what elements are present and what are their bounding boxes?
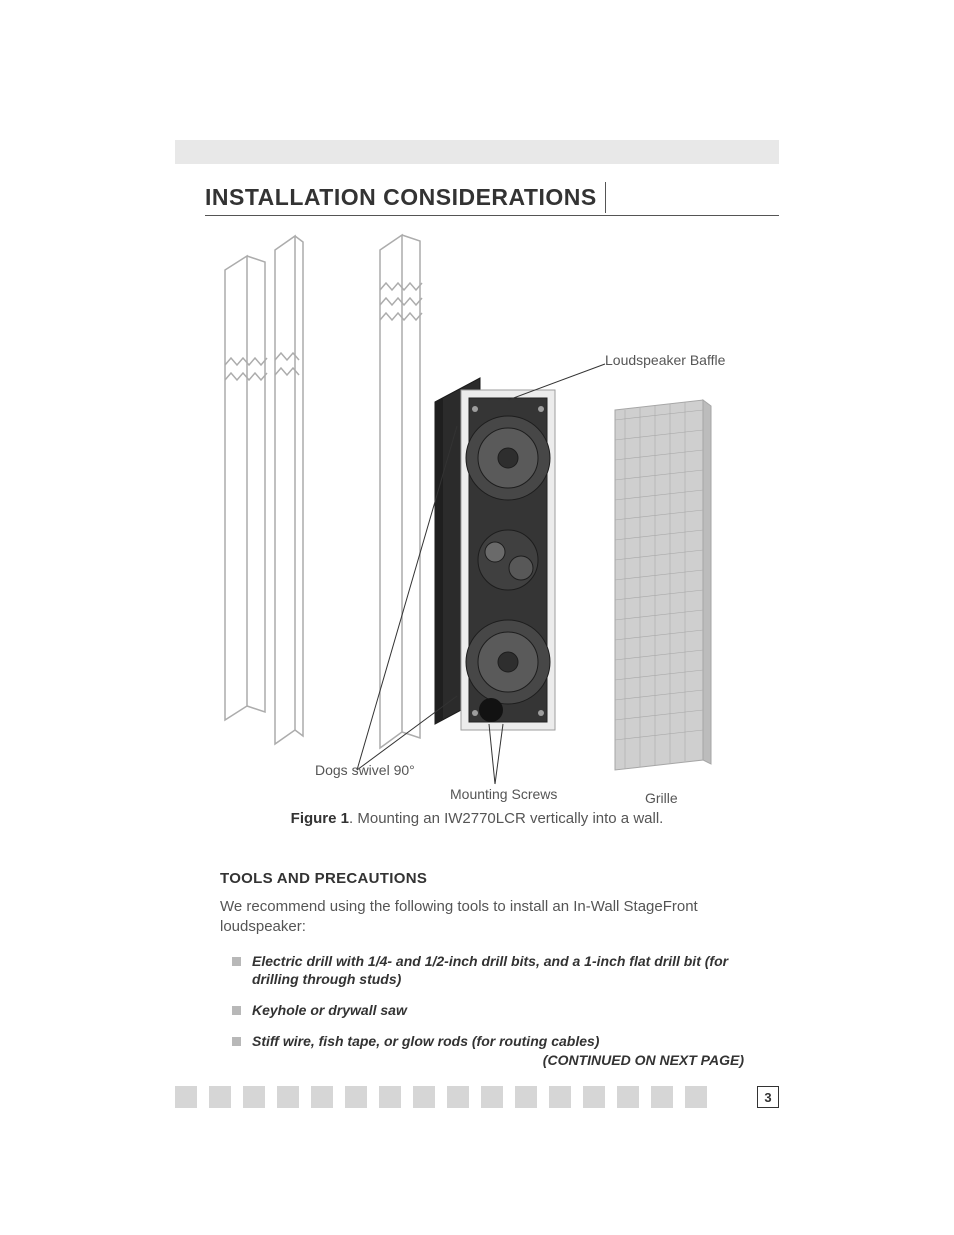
continued-note: (CONTINUED ON NEXT PAGE) xyxy=(543,1052,744,1068)
footer-square xyxy=(311,1086,333,1108)
figure-1-diagram: Loudspeaker Baffle Dogs swivel 90° Mount… xyxy=(175,230,779,840)
section-title: INSTALLATION CONSIDERATIONS xyxy=(205,182,606,213)
footer-square xyxy=(617,1086,639,1108)
footer-square xyxy=(175,1086,197,1108)
header-gray-bar xyxy=(175,140,779,164)
figure-caption-rest: . Mounting an IW2770LCR vertically into … xyxy=(349,810,663,827)
label-grille: Grille xyxy=(645,790,678,806)
footer-square xyxy=(685,1086,707,1108)
page-number: 3 xyxy=(764,1090,771,1105)
subhead-tools: TOOLS AND PRECAUTIONS xyxy=(220,870,744,887)
footer-square xyxy=(209,1086,231,1108)
bullet-list: Electric drill with 1/4- and 1/2-inch dr… xyxy=(220,952,744,1052)
list-item: Stiff wire, fish tape, or glow rods (for… xyxy=(252,1032,744,1051)
label-baffle: Loudspeaker Baffle xyxy=(605,352,725,368)
footer-square xyxy=(549,1086,571,1108)
figure-caption: Figure 1. Mounting an IW2770LCR vertical… xyxy=(175,810,779,827)
footer-squares xyxy=(175,1086,707,1108)
diagram-svg xyxy=(175,230,779,840)
page-number-box: 3 xyxy=(757,1086,779,1108)
section-title-rule: INSTALLATION CONSIDERATIONS xyxy=(205,182,779,216)
footer-square xyxy=(515,1086,537,1108)
footer-square xyxy=(277,1086,299,1108)
list-item: Keyhole or drywall saw xyxy=(252,1001,744,1020)
label-dogs: Dogs swivel 90° xyxy=(315,762,415,778)
footer-square xyxy=(413,1086,435,1108)
footer-square xyxy=(345,1086,367,1108)
body-section: TOOLS AND PRECAUTIONS We recommend using… xyxy=(220,870,744,1063)
footer-square xyxy=(243,1086,265,1108)
intro-paragraph: We recommend using the following tools t… xyxy=(220,897,744,938)
figure-caption-bold: Figure 1 xyxy=(291,810,349,827)
label-screws: Mounting Screws xyxy=(450,786,557,802)
list-item: Electric drill with 1/4- and 1/2-inch dr… xyxy=(252,952,744,990)
footer-square xyxy=(583,1086,605,1108)
footer-square xyxy=(651,1086,673,1108)
footer-square xyxy=(447,1086,469,1108)
footer-square xyxy=(481,1086,503,1108)
footer-square xyxy=(379,1086,401,1108)
